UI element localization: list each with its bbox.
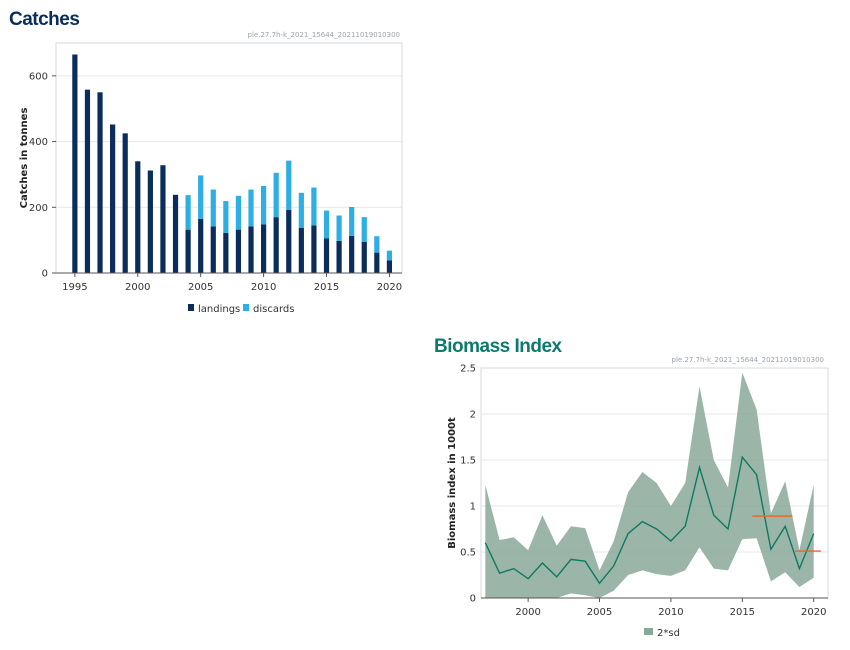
biomass-y-axis-label: Biomass index in 1000t	[447, 417, 458, 549]
catches-bar-discards	[223, 201, 229, 233]
biomass-y-tick-label: 1	[470, 502, 476, 513]
catches-bar-landings	[323, 238, 330, 273]
catches-bar-landings	[147, 170, 153, 273]
catches-axes: 0 200 400 600 1995 2000 2005 2010 2015 2020	[29, 71, 402, 293]
catches-bar-landings	[361, 241, 367, 273]
biomass-y-tick-label: 1.5	[460, 456, 476, 467]
biomass-x-tick-label: 2000	[515, 607, 540, 618]
biomass-x-tick-label: 2015	[730, 607, 755, 618]
biomass-y-tick-label: 2.5	[460, 364, 476, 375]
catches-bar-discards	[298, 192, 304, 228]
catches-bar-landings	[336, 240, 342, 273]
catches-legend-swatch-discards	[243, 304, 249, 311]
biomass-y-tick-label: 2	[470, 410, 476, 421]
catches-bar-landings	[135, 161, 141, 273]
catches-bar-discards	[198, 175, 204, 219]
catches-bar-landings	[386, 260, 393, 273]
catches-bar-landings	[273, 217, 279, 273]
catches-title: Catches	[9, 9, 80, 30]
biomass-x-tick-label: 2020	[801, 607, 826, 618]
biomass-x-tick-label: 2010	[658, 607, 683, 618]
catches-bar-landings	[311, 225, 317, 273]
catches-legend-swatch-landings	[188, 304, 194, 311]
catches-bar-discards	[261, 185, 267, 225]
catches-x-tick-label: 2005	[188, 282, 213, 293]
catches-bar-landings	[223, 232, 229, 273]
catches-y-tick-label: 400	[29, 137, 48, 148]
catches-x-tick-label: 2000	[125, 282, 150, 293]
biomass-index-line	[484, 455, 815, 585]
catches-bar-landings	[235, 229, 242, 273]
catches-bar-landings	[349, 235, 355, 273]
catches-bar-discards	[374, 236, 380, 253]
catches-bar-discards	[336, 215, 342, 241]
catches-y-tick-label: 600	[29, 71, 48, 82]
catches-bar-discards	[386, 250, 393, 261]
catches-bar-discards	[311, 187, 317, 226]
catches-bar-discards	[235, 195, 242, 230]
biomass-axes: 0 0.5 1 1.5 2 2.5 2000 2005 2010 2015 2020	[460, 364, 828, 618]
catches-bar-landings	[72, 54, 78, 273]
catches-x-tick-label: 2020	[377, 282, 402, 293]
catches-bar-landings	[185, 229, 191, 273]
catches-x-tick-label: 1995	[62, 282, 87, 293]
catches-bar-landings	[198, 218, 204, 273]
catches-bar-landings	[374, 252, 380, 273]
catches-bar-landings	[286, 209, 292, 273]
catches-bar-discards	[286, 160, 292, 210]
biomass-band	[485, 372, 814, 598]
biomass-legend-swatch	[644, 628, 653, 635]
catches-legend-label-discards: discards	[253, 304, 294, 315]
catches-bar-landings	[122, 133, 128, 273]
catches-bar-discards	[349, 206, 355, 236]
catches-bar-discards	[273, 172, 279, 218]
catches-x-tick-label: 2010	[251, 282, 276, 293]
catches-legend-label-landings: landings	[198, 304, 240, 315]
catches-bar-landings	[248, 226, 254, 273]
biomass-legend: 2*sd	[644, 628, 680, 639]
catches-bar-landings	[261, 224, 267, 273]
biomass-title: Biomass Index	[434, 336, 562, 357]
catches-bars	[72, 54, 393, 274]
biomass-lines	[484, 455, 821, 585]
catches-legend: landings discards	[188, 304, 294, 315]
catches-bar-discards	[210, 189, 216, 227]
catches-bar-discards	[248, 189, 254, 227]
catches-bar-landings	[84, 89, 91, 274]
biomass-y-tick-label: 0.5	[460, 548, 476, 559]
catches-stamp: ple.27.7h-k_2021_15644_20211019010300	[248, 31, 400, 39]
biomass-stamp: ple.27.7h-k_2021_15644_20211019010300	[672, 356, 824, 364]
catches-bar-landings	[160, 165, 166, 273]
biomass-legend-label: 2*sd	[657, 628, 680, 639]
catches-y-axis-label: Catches in tonnes	[19, 108, 30, 209]
biomass-y-tick-label: 0	[470, 594, 476, 605]
catches-bar-discards	[323, 210, 330, 239]
catches-bar-landings	[172, 194, 179, 273]
catches-bar-landings	[210, 226, 216, 273]
catches-bar-discards	[361, 217, 367, 242]
catches-y-tick-label: 0	[42, 269, 48, 280]
biomass-sd-band	[485, 372, 814, 598]
catches-bar-landings	[110, 124, 116, 273]
catches-x-tick-label: 2015	[314, 282, 339, 293]
biomass-x-tick-label: 2005	[587, 607, 612, 618]
catches-y-tick-label: 200	[29, 203, 48, 214]
catches-bar-landings	[298, 227, 304, 273]
catches-bar-discards	[185, 195, 191, 230]
catches-bar-landings	[97, 92, 103, 274]
